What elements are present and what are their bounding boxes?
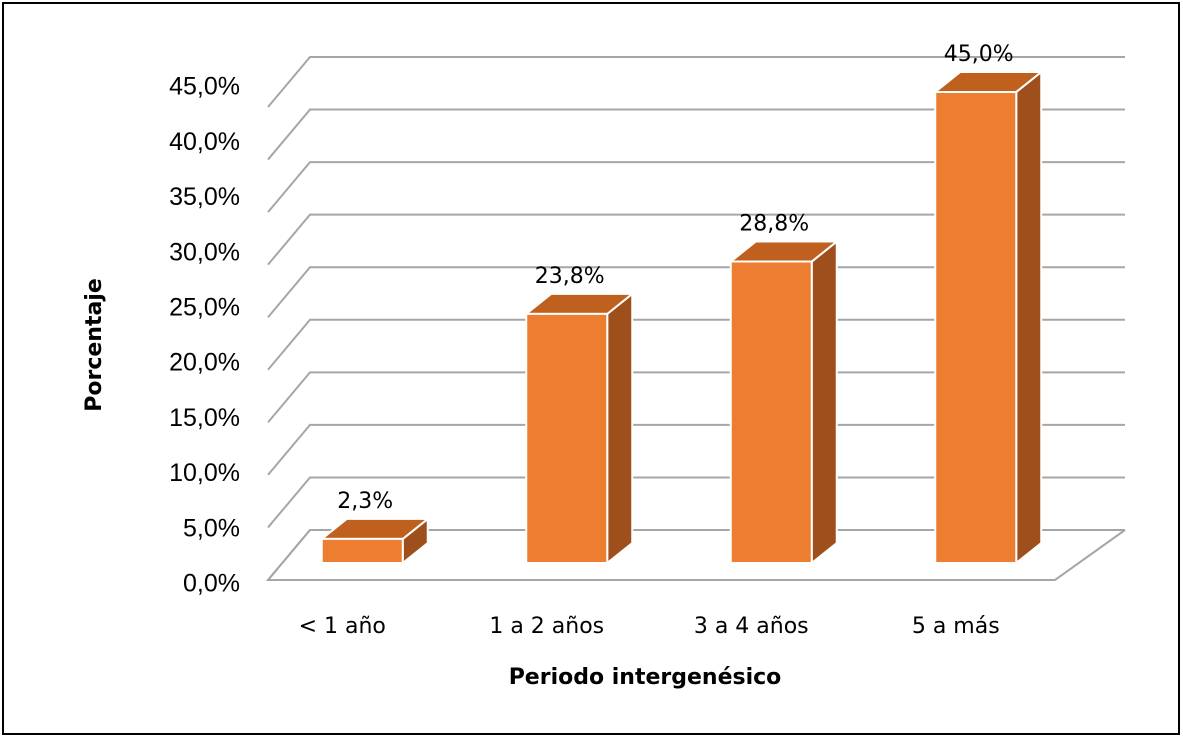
grid-line (267, 213, 1125, 266)
value-label: 2,3% (337, 489, 393, 514)
y-tick-label: 40,0% (169, 128, 240, 156)
y-tick-label: 0,0% (183, 570, 240, 598)
grid-line (267, 108, 1125, 161)
grid-line (267, 476, 1125, 529)
value-label: 28,8% (739, 212, 809, 237)
y-tick-label: 15,0% (169, 404, 240, 432)
bar-side (606, 291, 634, 566)
bar (523, 291, 636, 566)
y-tick-label: 10,0% (169, 459, 240, 487)
value-label: 45,0% (944, 42, 1014, 67)
y-axis-title: Porcentaje (82, 278, 107, 412)
y-tick-label: 45,0% (169, 73, 240, 101)
value-label: 23,8% (535, 264, 605, 289)
y-tick-label: 30,0% (169, 238, 240, 266)
bar (727, 239, 840, 566)
x-tick-label: 5 a más (912, 614, 1000, 639)
bar-front (934, 91, 1018, 564)
grid-line (267, 56, 1125, 108)
x-tick-label: < 1 año (299, 614, 386, 639)
bar-side (810, 239, 838, 566)
grid-line (267, 423, 1125, 476)
y-tick-label: 20,0% (169, 349, 240, 377)
grid-line (267, 529, 1125, 581)
x-tick-label: 1 a 2 años (489, 614, 604, 639)
bar-front (525, 312, 609, 564)
grid-line (267, 371, 1125, 423)
bar-front (729, 260, 813, 564)
bar-side (1015, 69, 1043, 566)
x-tick-label: 3 a 4 años (694, 614, 809, 639)
grid-line (267, 318, 1125, 371)
x-axis-title: Periodo intergenésico (509, 665, 782, 690)
y-tick-label: 25,0% (169, 293, 240, 321)
grid-line (267, 266, 1125, 318)
y-tick-label: 35,0% (169, 183, 240, 211)
y-tick-label: 5,0% (183, 514, 240, 542)
bar (318, 516, 431, 566)
bar-front (320, 537, 404, 564)
grid-line (267, 161, 1125, 213)
bar (932, 69, 1045, 566)
